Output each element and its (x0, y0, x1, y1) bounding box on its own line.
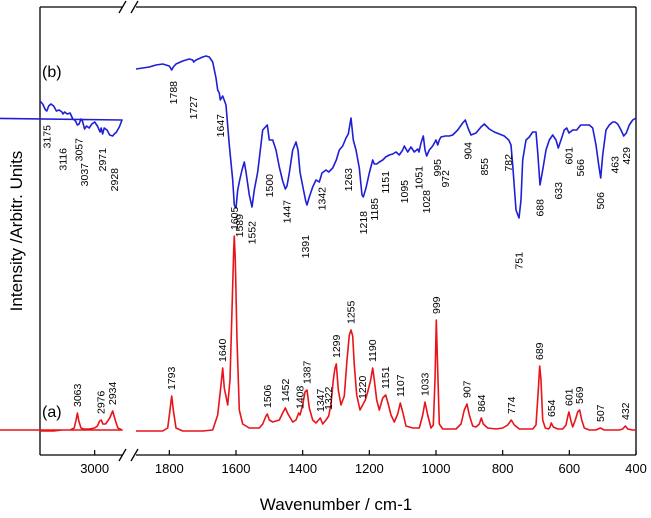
peak-label-b: 855 (479, 158, 491, 176)
peak-label-b: 1051 (414, 166, 426, 190)
axis-break-bottom-slash-1 (118, 448, 127, 462)
peak-label-b: 601 (564, 147, 576, 165)
spectrum-b-line (0, 100, 123, 137)
peak-label-a: 654 (546, 399, 558, 417)
axis-break-top-slash-2 (130, 0, 139, 14)
x-axis-ticks: 3000 1800 1600 1400 1200 1000 800 600 400 (80, 450, 647, 476)
peak-label-a: 2976 (96, 390, 108, 414)
peak-label-a: 1347 (315, 388, 327, 412)
peak-label-b: 1391 (300, 235, 312, 259)
peak-label-a: 2934 (107, 381, 119, 405)
peak-label-b: 1727 (188, 96, 200, 120)
peak-label-b: 3116 (57, 148, 69, 171)
peak-label-a: 907 (462, 380, 474, 398)
peak-label-a: 1506 (262, 384, 274, 408)
peak-label-b: 2928 (109, 168, 121, 192)
peak-label-b: 1589 (234, 214, 246, 238)
peak-label-a: 3063 (72, 383, 84, 407)
peak-label-b: 3175 (41, 125, 53, 149)
trace-label-a: (a) (42, 404, 62, 421)
peak-label-a: 864 (476, 394, 488, 412)
x-tick-label: 1400 (288, 461, 317, 476)
peak-label-b: 633 (553, 182, 565, 200)
peak-label-b: 1151 (380, 171, 392, 194)
series-layer (0, 55, 637, 432)
peak-label-a: 601 (564, 388, 576, 406)
peak-label-b: 688 (535, 199, 547, 217)
x-tick-label: 3000 (80, 461, 109, 476)
spectrum-b-line (135, 55, 637, 219)
peak-label-a: 1151 (380, 366, 392, 389)
peak-label-b: 1263 (343, 168, 355, 192)
peak-label-a: 1793 (166, 366, 178, 390)
spectrum-a-line (0, 410, 123, 432)
x-axis-title: Wavenumber / cm-1 (260, 495, 412, 514)
peak-label-a: 1640 (217, 338, 229, 362)
peak-label-a: 1299 (331, 334, 343, 358)
plot-frame (39, 6, 637, 456)
peak-label-a: 1452 (280, 378, 292, 402)
peak-label-a: 689 (534, 342, 546, 360)
peak-label-b: 2971 (97, 148, 109, 172)
peak-label-b: 1447 (282, 200, 294, 224)
peak-label-b: 1647 (215, 114, 227, 138)
peak-label-b: 506 (595, 192, 607, 210)
peak-label-b: 1028 (421, 190, 433, 214)
x-tick-label: 800 (492, 461, 514, 476)
x-tick-label: 1800 (155, 461, 184, 476)
peak-label-b: 3057 (74, 138, 86, 162)
peak-label-a: 1322 (323, 386, 335, 410)
peak-label-a: 1387 (302, 360, 314, 384)
peak-label-b: 463 (610, 156, 622, 174)
peak-label-b: 1788 (168, 81, 180, 105)
axis-break-top-slash-1 (118, 0, 127, 14)
axis-break-bottom-slash-2 (130, 448, 139, 462)
peak-label-b: 1095 (399, 180, 411, 204)
peak-label-b: 972 (440, 170, 452, 188)
axis-break-bottom (118, 448, 139, 462)
peak-label-b: 1218 (358, 211, 370, 235)
peak-label-a: 507 (595, 404, 607, 422)
peak-label-b: 566 (575, 159, 587, 177)
x-tick-label: 1200 (355, 461, 384, 476)
peak-label-a: 774 (506, 396, 518, 414)
peak-label-b: 751 (514, 252, 526, 270)
trace-label-b: (b) (42, 64, 62, 81)
peak-label-b: 1342 (317, 187, 329, 211)
peak-label-a: 1107 (395, 374, 407, 397)
peak-label-a: 1408 (295, 385, 307, 409)
peak-label-a: 432 (620, 402, 632, 420)
peak-label-b: 782 (503, 154, 515, 172)
y-axis-title: Intensity /Arbitr. Units (7, 151, 26, 312)
peak-label-b: 1500 (264, 174, 276, 198)
peak-label-b: 1552 (247, 221, 259, 245)
peak-label-a: 1220 (357, 375, 369, 399)
peak-label-b: 1185 (369, 198, 381, 221)
peak-label-b: 995 (432, 159, 444, 177)
x-tick-label: 400 (625, 461, 647, 476)
peak-label-b: 3037 (79, 163, 91, 187)
peak-label-b: 904 (463, 142, 475, 160)
x-tick-label: 600 (558, 461, 580, 476)
peak-label-a: 1190 (367, 339, 379, 362)
peak-label-a: 1255 (346, 300, 358, 324)
x-tick-label: 1000 (422, 461, 451, 476)
peak-label-a: 999 (431, 296, 443, 314)
spectrum-a-line (136, 235, 636, 432)
peak-label-a: 569 (574, 386, 586, 404)
peak-label-a: 1605 (229, 206, 241, 230)
axis-break-top (118, 0, 139, 14)
x-tick-label: 1600 (222, 461, 251, 476)
peak-label-b: 429 (621, 147, 633, 165)
peak-label-a: 1033 (420, 372, 432, 396)
